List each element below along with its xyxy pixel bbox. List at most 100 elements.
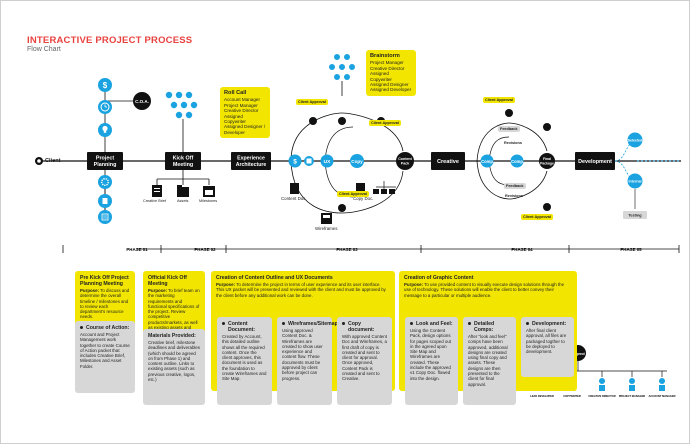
phase-02-marker: PHASE 02 xyxy=(160,245,216,253)
sitemap-node[interactable] xyxy=(304,156,314,166)
revisions-label-2: Revisions xyxy=(505,194,523,198)
creative-node[interactable]: Creative xyxy=(431,152,465,170)
content-document-text: Created by Account, this detailed outlin… xyxy=(222,334,267,382)
course-of-action-title: Course of Action: xyxy=(80,325,130,331)
milestones-calendar-icon xyxy=(203,186,215,197)
roll-call-line: Assigned Copywriter xyxy=(224,113,246,125)
graphic-content-purpose: To use provided content to visually exec… xyxy=(404,282,565,298)
svg-text:$: $ xyxy=(103,81,108,90)
client-approval-tag-4: Client Approval xyxy=(483,97,515,103)
phase-01-label: PHASE 01 xyxy=(126,247,148,252)
comp-node-1[interactable]: Comp xyxy=(480,154,494,168)
phase-04-marker: PHASE 04 xyxy=(420,245,533,253)
milestones-label: Milestones xyxy=(199,199,218,203)
phase-03-marker: PHASE 03 xyxy=(225,245,358,253)
copy-doc-icon xyxy=(356,183,365,194)
gear-icon xyxy=(98,175,112,189)
internal-node[interactable]: Internal xyxy=(627,173,643,189)
development-box: Development: After final client approval… xyxy=(521,317,574,377)
client-label: Client xyxy=(45,158,61,164)
copy-document-box: Copy document: With approved Content Doc… xyxy=(337,317,392,405)
pre-kickoff-purpose: To discuss and determine the overall tim… xyxy=(80,288,130,320)
legend-title: Legend xyxy=(571,352,585,356)
roll-call-line: Creative Director xyxy=(224,108,259,114)
phase-02-label: PHASE 02 xyxy=(194,247,216,252)
creative-brief-label: Creative Brief xyxy=(143,199,167,203)
internal-label: Internal xyxy=(629,180,642,184)
roll-call-line: Project Manager xyxy=(224,102,258,108)
final-package-label-1: Final xyxy=(543,157,551,161)
kick-off-label-2: Meeting xyxy=(173,162,193,168)
content-ux-purpose: To determine the project in terms of use… xyxy=(216,282,386,298)
development-title: Development: xyxy=(526,321,569,327)
comp-label-1: Comp xyxy=(481,159,493,164)
content-doc-icon xyxy=(290,183,299,194)
ux-node[interactable]: UX xyxy=(320,154,334,168)
copy-node[interactable]: Copy xyxy=(350,154,364,168)
roll-call-line: Account Manager xyxy=(224,97,261,103)
legend-role-1: COPYWRITER xyxy=(563,394,581,398)
project-planning-label-1: Project xyxy=(96,156,114,162)
official-kickoff-title: Official Kick Off Meeting xyxy=(148,275,187,287)
assets-folder-icon xyxy=(177,185,189,197)
comp-node-2[interactable]: Comp xyxy=(510,154,524,168)
wireframes-icon xyxy=(321,213,332,224)
selected-label: Selected xyxy=(628,139,643,143)
feedback-label-1: Feedback xyxy=(498,126,520,132)
graphic-content-purpose-label: Purpose: xyxy=(404,282,424,287)
brainstorm-callout: Brainstorm Project Manager Creative Dire… xyxy=(366,50,416,96)
brainstorm-line: Assigned Copywriter xyxy=(370,71,392,82)
selected-node[interactable]: Selected xyxy=(627,132,643,148)
brainstorm-line: Assigned Developer xyxy=(370,87,412,93)
list-icon xyxy=(98,210,112,224)
coa-label: C.O.A. xyxy=(135,99,149,104)
legend-role-4: ACCOUNT MANAGER xyxy=(648,394,675,398)
page-title: INTERACTIVE PROJECT PROCESS xyxy=(27,35,193,46)
content-pack-label-2: Pack xyxy=(401,162,409,166)
materials-box: Materials Provided: Creative brief, mile… xyxy=(143,329,205,405)
legend-account-manager: ACCOUNT MANAGER xyxy=(648,371,676,398)
legend-role-2: CREATIVE DIRECTOR xyxy=(588,394,615,398)
roll-call-line: Assigned Designer / xyxy=(224,124,266,130)
detailed-comps-title: Detailed Comps: xyxy=(468,321,511,333)
experience-architecture-node[interactable]: Experience Architecture xyxy=(231,152,271,170)
phase-05-marker: PHASE 05 xyxy=(568,245,680,253)
course-of-action-box: Course of Action: Account and Project Ma… xyxy=(75,321,135,393)
wireframes-sitemap-box: Wireframes/Sitemap: Using approved Conte… xyxy=(277,317,340,405)
experience-label-2: Architecture xyxy=(236,162,267,168)
experience-label-1: Experience xyxy=(237,156,265,162)
course-of-action-text: Account and Project Management work toge… xyxy=(80,332,130,369)
development-node[interactable]: Development xyxy=(575,152,615,170)
document-icon xyxy=(98,194,112,208)
wireframes-sitemap-text: Using approved Content Doc. & Wireframes… xyxy=(282,328,323,381)
materials-text: Creative brief, milestone deadlines and … xyxy=(148,340,200,383)
thumbs-up-icon-2 xyxy=(338,117,346,125)
legend-role-0: LEAD DEVELOPER xyxy=(530,394,554,398)
legend-role-3: PROJECT MANAGER xyxy=(619,394,645,398)
client-node[interactable] xyxy=(35,157,43,165)
content-pack-node[interactable]: Content Pack xyxy=(396,152,414,170)
kick-off-node[interactable]: Kick Off Meeting xyxy=(165,152,201,170)
comp-label-2: Comp xyxy=(511,159,523,164)
content-ux-purpose-label: Purpose: xyxy=(216,282,236,287)
final-package-node[interactable]: Final Package xyxy=(539,153,555,169)
copy-label: Copy xyxy=(351,159,363,164)
project-planning-node[interactable]: Project Planning xyxy=(87,152,123,170)
project-planning-label-2: Planning xyxy=(94,162,117,168)
phase-04-label: PHASE 04 xyxy=(511,247,533,252)
legend-creative-director: CREATIVE DIRECTOR xyxy=(588,371,616,398)
assets-label: Assets xyxy=(177,199,189,203)
materials-title: Materials Provided: xyxy=(148,333,196,339)
kick-off-label-1: Kick Off xyxy=(173,156,194,162)
dollar-node-phase3[interactable]: $ xyxy=(288,154,302,168)
content-document-box: Content Document: Created by Account, th… xyxy=(217,317,272,405)
coa-node[interactable]: C.O.A. xyxy=(133,92,151,110)
copy-doc-label: Copy Doc. xyxy=(353,196,374,201)
client-approval-tag-2: Client Approval xyxy=(337,191,369,197)
page-subtitle: Flow Chart xyxy=(27,46,61,53)
team-icons xyxy=(165,91,198,119)
creative-label: Creative xyxy=(437,159,459,165)
testing-node[interactable]: Testing xyxy=(623,211,647,219)
brainstorm-line: Project Manager xyxy=(370,60,404,66)
